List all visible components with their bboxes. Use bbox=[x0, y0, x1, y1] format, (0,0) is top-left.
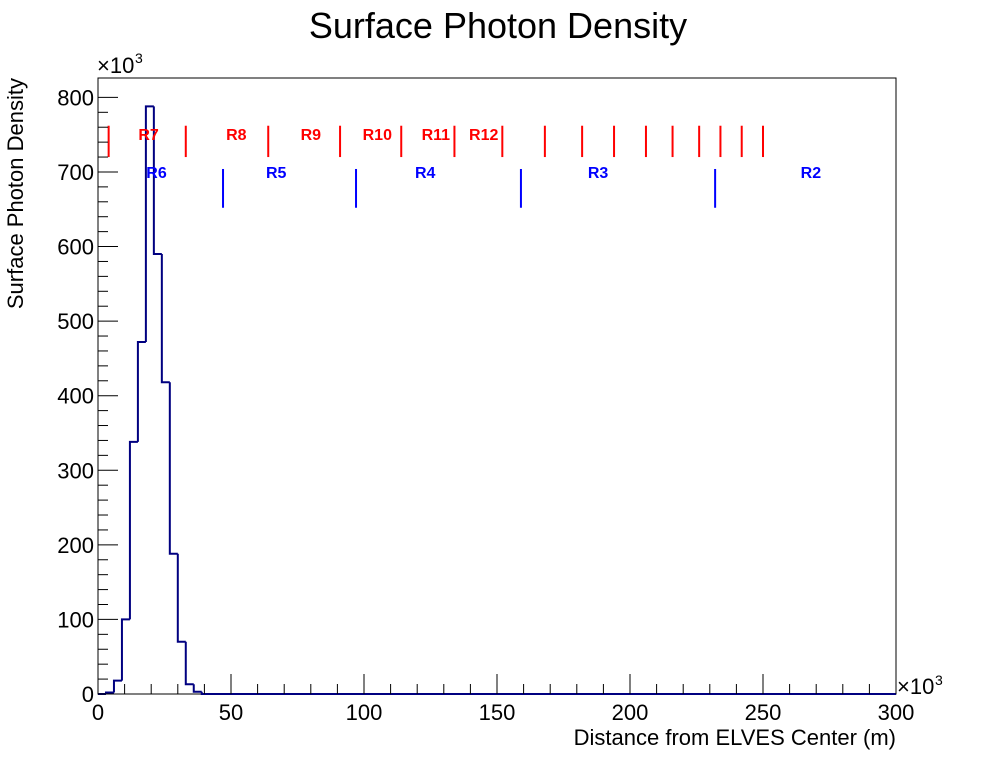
y-tick-label: 0 bbox=[82, 682, 94, 707]
histogram-bin bbox=[192, 684, 202, 693]
histogram-bin bbox=[112, 679, 122, 693]
x-axis-multiplier: ×10 3 bbox=[897, 672, 943, 699]
plot-frame bbox=[97, 77, 897, 695]
blue-region-label: R6 bbox=[146, 165, 167, 182]
x-tick-label: 200 bbox=[612, 700, 649, 725]
y-axis-label: Surface Photon Density bbox=[3, 78, 28, 309]
blue-region-label: R5 bbox=[266, 165, 287, 182]
y-axis-multiplier-exponent: 3 bbox=[135, 50, 143, 66]
histogram-bin bbox=[144, 105, 154, 342]
x-tick-label: 100 bbox=[346, 700, 383, 725]
x-tick-label: 250 bbox=[745, 700, 782, 725]
histogram-bin bbox=[176, 553, 186, 643]
x-tick-label: 300 bbox=[878, 700, 915, 725]
x-tick-label: 50 bbox=[219, 700, 243, 725]
histogram-bin bbox=[160, 254, 170, 384]
plot-area: R7 R8 R9 R10 R11 R12 R6 R5 R4 R3 R2 bbox=[97, 77, 897, 695]
y-axis-multiplier-base: ×10 bbox=[97, 53, 134, 78]
y-axis-multiplier: ×10 3 bbox=[97, 50, 143, 78]
y-tick-label: 300 bbox=[57, 458, 94, 483]
blue-region-label: R3 bbox=[588, 165, 609, 182]
y-tick-label: 400 bbox=[57, 384, 94, 409]
red-region-label: R8 bbox=[226, 127, 247, 144]
y-tick-label: 200 bbox=[57, 533, 94, 558]
red-region-label: R10 bbox=[363, 127, 392, 144]
x-axis-multiplier-exponent: 3 bbox=[935, 672, 943, 688]
red-region-label: R7 bbox=[138, 127, 159, 144]
x-axis: 0 50 100 150 200 250 300 bbox=[92, 674, 914, 725]
x-axis-multiplier-base: ×10 bbox=[897, 674, 934, 699]
histogram-bin bbox=[152, 106, 162, 255]
histogram-bin bbox=[128, 440, 138, 620]
y-tick-label: 100 bbox=[57, 607, 94, 632]
x-tick-label: 0 bbox=[92, 700, 104, 725]
chart-title: Surface Photon Density bbox=[309, 5, 687, 46]
histogram-bin bbox=[200, 691, 896, 695]
histogram-bin bbox=[136, 341, 146, 442]
x-axis-label: Distance from ELVES Center (m) bbox=[574, 725, 896, 750]
histogram-bin bbox=[168, 382, 178, 555]
red-region-label: R12 bbox=[469, 127, 498, 144]
histogram-bin bbox=[184, 641, 194, 686]
blue-region-label: R2 bbox=[801, 165, 822, 182]
red-region-label: R9 bbox=[301, 127, 322, 144]
blue-region-label: R4 bbox=[415, 165, 436, 182]
red-region-label: R11 bbox=[422, 127, 451, 144]
y-tick-label: 600 bbox=[57, 235, 94, 260]
x-tick-label: 150 bbox=[479, 700, 516, 725]
histogram-bin bbox=[120, 618, 130, 681]
y-tick-label: 800 bbox=[57, 85, 94, 110]
y-axis: 0 100 200 300 400 500 600 700 800 bbox=[57, 85, 118, 707]
y-tick-label: 700 bbox=[57, 160, 94, 185]
y-tick-label: 500 bbox=[57, 309, 94, 334]
